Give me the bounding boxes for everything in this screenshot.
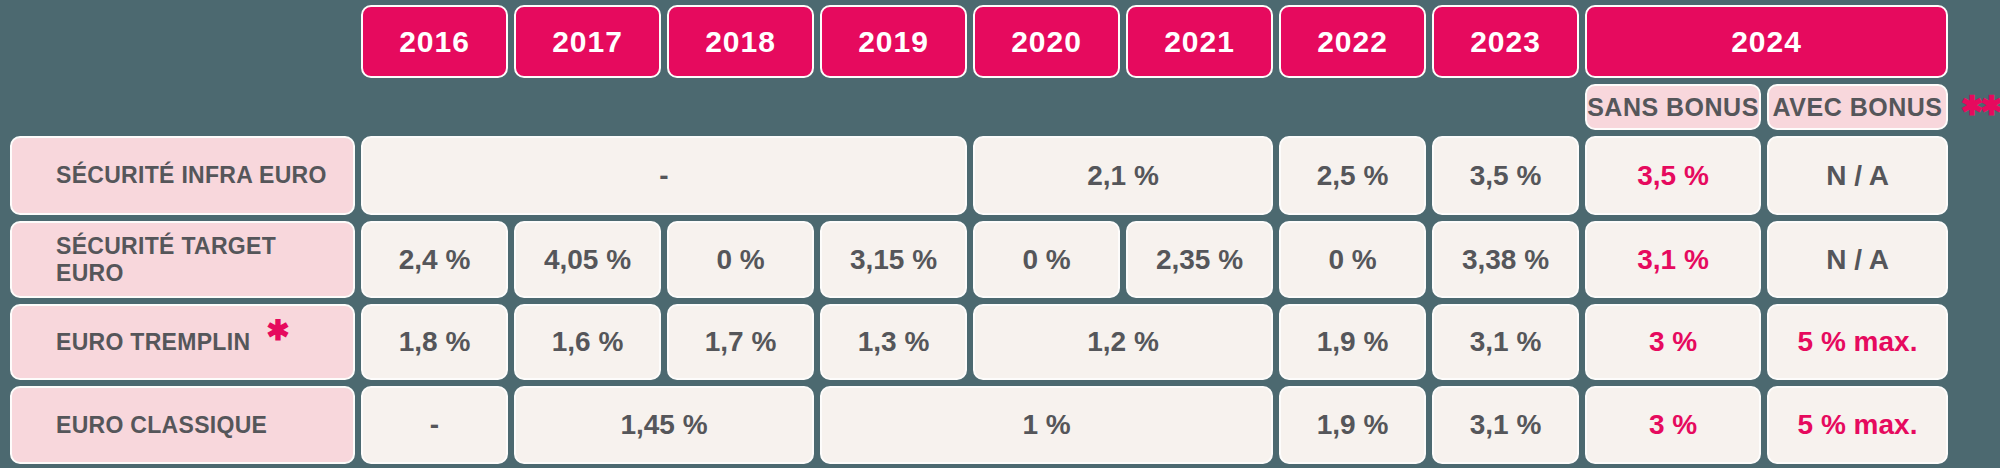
cell-infra-2024-avec-bonus: N / A bbox=[1767, 136, 1948, 215]
cell-target-2016: 2,4 % bbox=[361, 221, 508, 298]
cell-tremplin-2020-2021: 1,2 % bbox=[973, 304, 1273, 380]
cell-classique-2023: 3,1 % bbox=[1432, 386, 1579, 464]
subcol-header-avec-bonus: AVEC BONUS bbox=[1767, 84, 1948, 130]
cell-infra-2023: 3,5 % bbox=[1432, 136, 1579, 215]
row-label-securite-infra-euro: SÉCURITÉ INFRA EURO bbox=[10, 136, 355, 215]
cell-target-2020: 0 % bbox=[973, 221, 1120, 298]
row-label-text: EURO CLASSIQUE bbox=[56, 412, 267, 439]
cell-tremplin-2024-avec-bonus: 5 % max. bbox=[1767, 304, 1948, 380]
row-label-text: SÉCURITÉ INFRA EURO bbox=[56, 162, 327, 189]
cell-infra-2016-2019: - bbox=[361, 136, 967, 215]
cell-tremplin-2024-sans-bonus: 3 % bbox=[1585, 304, 1761, 380]
col-header-2016: 2016 bbox=[361, 5, 508, 78]
row-label-euro-tremplin: EURO TREMPLIN ✱ bbox=[10, 304, 355, 380]
cell-classique-2019-2021: 1 % bbox=[820, 386, 1273, 464]
cell-target-2021: 2,35 % bbox=[1126, 221, 1273, 298]
col-header-2021: 2021 bbox=[1126, 5, 1273, 78]
cell-tremplin-2016: 1,8 % bbox=[361, 304, 508, 380]
row-label-securite-target-euro: SÉCURITÉ TARGET EURO bbox=[10, 221, 355, 298]
cell-target-2024-avec-bonus: N / A bbox=[1767, 221, 1948, 298]
cell-classique-2024-sans-bonus: 3 % bbox=[1585, 386, 1761, 464]
cell-tremplin-2017: 1,6 % bbox=[514, 304, 661, 380]
cell-classique-2022: 1,9 % bbox=[1279, 386, 1426, 464]
cell-target-2022: 0 % bbox=[1279, 221, 1426, 298]
col-header-2022: 2022 bbox=[1279, 5, 1426, 78]
row-label-text: EURO TREMPLIN bbox=[56, 329, 250, 356]
fund-rates-table: 2016 2017 2018 2019 2020 2021 2022 2023 … bbox=[0, 0, 2000, 468]
col-header-2023: 2023 bbox=[1432, 5, 1579, 78]
rates-grid: 2016 2017 2018 2019 2020 2021 2022 2023 … bbox=[10, 5, 1948, 464]
cell-tremplin-2022: 1,9 % bbox=[1279, 304, 1426, 380]
col-header-2020: 2020 bbox=[973, 5, 1120, 78]
cell-infra-2022: 2,5 % bbox=[1279, 136, 1426, 215]
col-header-2019: 2019 bbox=[820, 5, 967, 78]
asterisk-icon: ✱ bbox=[266, 314, 290, 347]
col-header-2017: 2017 bbox=[514, 5, 661, 78]
row-label-text: SÉCURITÉ TARGET EURO bbox=[56, 233, 337, 287]
cell-tremplin-2019: 1,3 % bbox=[820, 304, 967, 380]
cell-infra-2024-sans-bonus: 3,5 % bbox=[1585, 136, 1761, 215]
subcol-header-sans-bonus: SANS BONUS bbox=[1585, 84, 1761, 130]
col-header-2024: 2024 bbox=[1585, 5, 1948, 78]
cell-target-2019: 3,15 % bbox=[820, 221, 967, 298]
cell-target-2023: 3,38 % bbox=[1432, 221, 1579, 298]
cell-classique-2024-avec-bonus: 5 % max. bbox=[1767, 386, 1948, 464]
cell-infra-2020-2021: 2,1 % bbox=[973, 136, 1273, 215]
row-label-euro-classique: EURO CLASSIQUE bbox=[10, 386, 355, 464]
col-header-2018: 2018 bbox=[667, 5, 814, 78]
cell-target-2024-sans-bonus: 3,1 % bbox=[1585, 221, 1761, 298]
cell-target-2017: 4,05 % bbox=[514, 221, 661, 298]
cell-target-2018: 0 % bbox=[667, 221, 814, 298]
cell-classique-2017-2018: 1,45 % bbox=[514, 386, 814, 464]
cell-tremplin-2023: 3,1 % bbox=[1432, 304, 1579, 380]
double-asterisk-icon: ✱✱ bbox=[1961, 90, 2000, 122]
cell-tremplin-2018: 1,7 % bbox=[667, 304, 814, 380]
cell-classique-2016: - bbox=[361, 386, 508, 464]
